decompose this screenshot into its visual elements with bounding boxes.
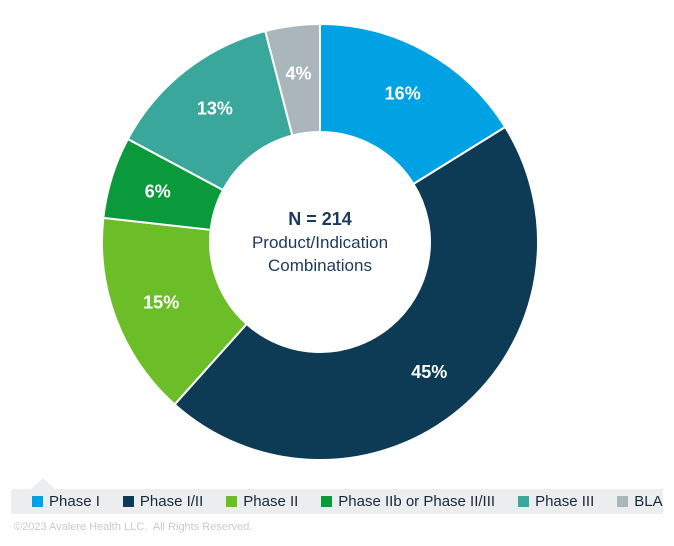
legend-pointer-notch (31, 478, 55, 489)
legend-swatch-phase-i-ii (122, 496, 134, 507)
legend-swatch-phase-i (32, 496, 43, 507)
segment-value-label-phase-iii: 13% (197, 98, 233, 118)
legend: Phase I Phase I/II Phase II Phase IIb or Ph… (11, 489, 663, 514)
legend-label-phase-iii: Phase III (535, 493, 595, 510)
legend-item-phase-ii: Phase II (226, 493, 298, 510)
legend-label-phase-i-ii: Phase I/II (139, 493, 204, 510)
legend-item-bla: BLA (617, 493, 663, 510)
legend-label-phase-iib-or-phase-ii-iii: Phase IIb or Phase II/III (338, 493, 496, 510)
legend-item-phase-i: Phase I (32, 493, 100, 510)
legend-swatch-phase-ii (226, 496, 238, 507)
segment-value-label-bla: 4% (285, 63, 311, 83)
legend-swatch-phase-iii (518, 496, 530, 507)
center-label-n: N = 214 (288, 209, 352, 229)
donut-chart: 16% 45% 15% 6% 13% 4% (100, 22, 540, 462)
legend-label-bla: BLA (634, 493, 663, 510)
legend-item-phase-i-ii: Phase I/II (122, 493, 204, 510)
legend-label-phase-i: Phase I (49, 493, 100, 510)
donut-center-label: N = 214 Product/Indication Combinations (215, 207, 425, 277)
donut-segment-phase-i-ii (173, 125, 540, 462)
legend-item-phase-iib-or-phase-ii-iii: Phase IIb or Phase II/III (321, 493, 495, 510)
donut-segment-phase-ii (100, 216, 249, 406)
legend-item-phase-iii: Phase III (518, 493, 594, 510)
donut-segment-phase-i (319, 22, 507, 186)
center-label-line3: Combinations (268, 256, 372, 275)
segment-value-label-phase-ii: 15% (143, 293, 179, 313)
segment-value-label-phase-iib-or-phase-ii-iii: 6% (145, 182, 171, 202)
segment-value-label-phase-i: 16% (385, 83, 421, 103)
legend-swatch-bla (617, 496, 629, 507)
donut-segment-bla (264, 22, 321, 137)
legend-swatch-phase-iib-or-phase-ii-iii (321, 496, 333, 507)
center-label-line2: Product/Indication (251, 233, 389, 252)
legend-label-phase-ii: Phase II (243, 493, 299, 510)
segment-value-label-phase-i-ii: 45% (411, 362, 447, 382)
copyright-text: ©2023 Avalere Health LLC. All Rights Res… (14, 521, 253, 533)
